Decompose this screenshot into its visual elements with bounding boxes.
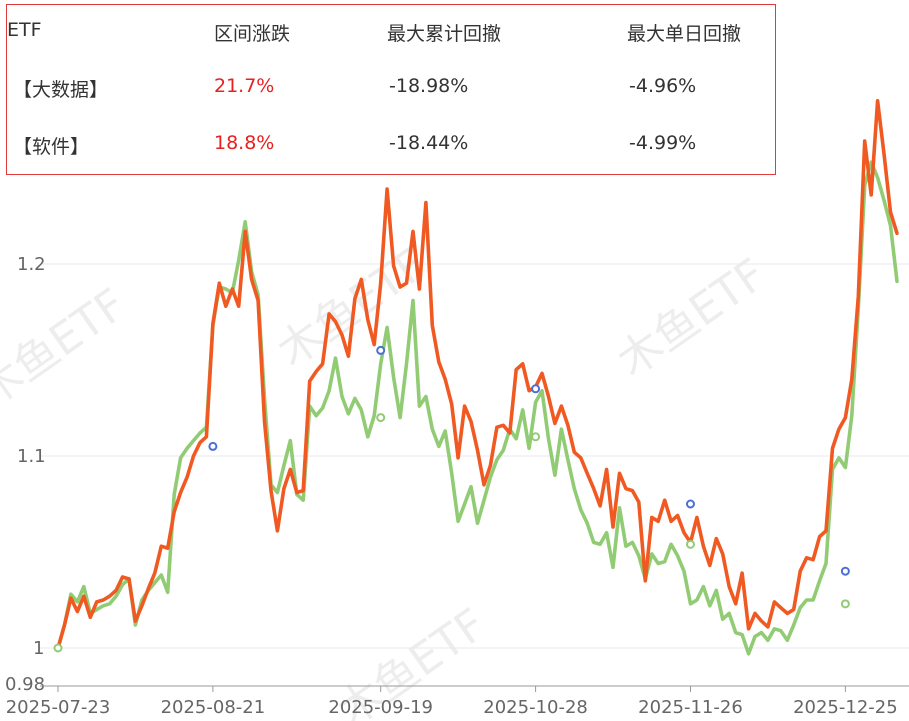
y-tick-label: 1.2 [17, 254, 46, 275]
x-axis: 2025-07-23 2025-08-21 2025-09-19 2025-10-28… [6, 685, 909, 718]
row-2-max-drawdown: -18.44% [389, 132, 469, 154]
series-2-marker [840, 599, 850, 609]
series-1-marker [208, 441, 218, 451]
grid-lines [40, 263, 909, 649]
header-max-daily-drawdown: 最大单日回撤 [627, 23, 742, 45]
series-1-marker [685, 499, 695, 509]
x-tick-label: 2025-07-23 [6, 697, 111, 718]
summary-table: ETF 区间涨跌 最大累计回撤 最大单日回撤 【大数据】 21.7% -18.9… [6, 4, 776, 175]
series-line-1 [56, 99, 899, 650]
series-lines [56, 99, 899, 656]
row-1-max-daily-drawdown: -4.96% [629, 75, 697, 97]
series-2-marker [531, 432, 541, 442]
header-max-drawdown: 最大累计回撤 [387, 23, 502, 45]
series-markers [53, 345, 850, 653]
x-tick-label: 2025-12-25 [793, 697, 898, 718]
series-line-2 [56, 160, 899, 656]
y-tick-label: 1.1 [17, 446, 46, 467]
header-etf: ETF [7, 19, 42, 41]
row-2-max-daily-drawdown: -4.99% [629, 132, 697, 154]
series-2-marker [685, 539, 695, 549]
watermark-text: 木鱼ETF [608, 249, 775, 387]
watermark-text: 木鱼ETF [0, 279, 135, 417]
x-tick-label: 2025-10-28 [483, 697, 588, 718]
series-1-marker [376, 345, 386, 355]
row-2-name: 【软件】 [13, 136, 90, 158]
header-change: 区间涨跌 [214, 23, 291, 45]
series-2-marker [53, 643, 63, 653]
row-2-change: 18.8% [214, 132, 275, 154]
y-tick-label: 0.98 [5, 674, 45, 695]
series-1-marker [531, 384, 541, 394]
row-1-name: 【大数据】 [13, 79, 109, 101]
x-tick-label: 2025-08-21 [161, 697, 266, 718]
y-tick-label: 1 [33, 638, 44, 659]
series-2-marker [376, 413, 386, 423]
row-1-max-drawdown: -18.98% [389, 75, 469, 97]
y-axis-ticks: 0.98 1 1.1 1.2 [5, 254, 46, 695]
x-tick-label: 2025-09-19 [328, 697, 433, 718]
row-1-change: 21.7% [214, 75, 275, 97]
x-tick-label: 2025-11-26 [638, 697, 743, 718]
series-1-marker [840, 566, 850, 576]
